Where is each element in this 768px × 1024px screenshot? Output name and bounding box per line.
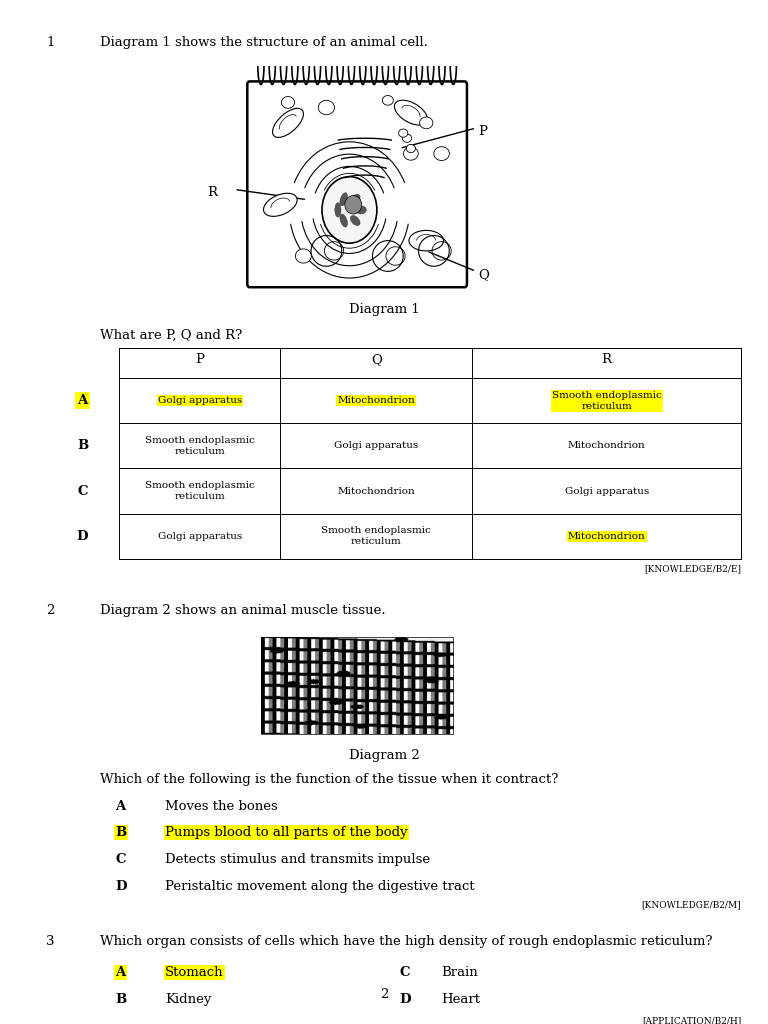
- Text: B: B: [115, 826, 127, 840]
- Text: C: C: [78, 484, 88, 498]
- Text: Diagram 1 shows the structure of an animal cell.: Diagram 1 shows the structure of an anim…: [100, 36, 428, 49]
- Ellipse shape: [296, 249, 311, 263]
- Text: Which of the following is the function of the tissue when it contract?: Which of the following is the function o…: [100, 773, 558, 786]
- Text: D: D: [77, 529, 88, 543]
- Text: Stomach: Stomach: [165, 966, 223, 979]
- Text: Pumps blood to all parts of the body: Pumps blood to all parts of the body: [165, 826, 408, 840]
- Ellipse shape: [356, 206, 366, 214]
- Text: Smooth endoplasmic
reticulum: Smooth endoplasmic reticulum: [552, 391, 661, 411]
- Text: Smooth endoplasmic
reticulum: Smooth endoplasmic reticulum: [145, 481, 254, 501]
- Ellipse shape: [399, 129, 408, 137]
- Text: Golgi apparatus: Golgi apparatus: [564, 486, 649, 496]
- Text: [KNOWLEDGE/B2/M]: [KNOWLEDGE/B2/M]: [641, 900, 741, 909]
- Text: Moves the bones: Moves the bones: [165, 800, 278, 813]
- Ellipse shape: [317, 99, 336, 116]
- Text: Detects stimulus and transmits impulse: Detects stimulus and transmits impulse: [165, 853, 430, 866]
- Ellipse shape: [335, 203, 341, 217]
- Text: Brain: Brain: [442, 966, 478, 979]
- Text: B: B: [115, 993, 127, 1007]
- Text: 2: 2: [380, 988, 388, 1001]
- Ellipse shape: [406, 144, 415, 153]
- Ellipse shape: [402, 134, 412, 142]
- Text: A: A: [115, 966, 125, 979]
- Text: [APPLICATION/B2/H]: [APPLICATION/B2/H]: [642, 1016, 741, 1024]
- Text: Q: Q: [371, 353, 382, 366]
- Ellipse shape: [263, 194, 297, 216]
- Text: Q: Q: [478, 268, 489, 282]
- Text: C: C: [399, 966, 410, 979]
- Text: Mitochondrion: Mitochondrion: [568, 531, 646, 541]
- Text: R: R: [601, 353, 612, 366]
- Text: Diagram 1: Diagram 1: [349, 303, 419, 315]
- Text: Smooth endoplasmic
reticulum: Smooth endoplasmic reticulum: [322, 526, 431, 546]
- Ellipse shape: [435, 147, 449, 160]
- Text: D: D: [115, 880, 127, 893]
- Text: 3: 3: [46, 935, 55, 948]
- Ellipse shape: [273, 109, 303, 137]
- Text: Golgi apparatus: Golgi apparatus: [157, 396, 242, 406]
- Text: R: R: [207, 186, 217, 200]
- Ellipse shape: [409, 230, 443, 251]
- Text: [KNOWLEDGE/B2/E]: [KNOWLEDGE/B2/E]: [644, 565, 741, 573]
- Text: P: P: [478, 125, 488, 138]
- Ellipse shape: [381, 94, 395, 106]
- Text: A: A: [78, 394, 88, 408]
- Text: Mitochondrion: Mitochondrion: [568, 441, 646, 451]
- Ellipse shape: [345, 196, 362, 214]
- Text: 2: 2: [46, 604, 55, 616]
- Text: Golgi apparatus: Golgi apparatus: [334, 441, 419, 451]
- Ellipse shape: [350, 215, 360, 225]
- Ellipse shape: [322, 177, 377, 244]
- Text: Mitochondrion: Mitochondrion: [337, 486, 415, 496]
- Text: Diagram 2: Diagram 2: [349, 749, 419, 762]
- Ellipse shape: [340, 193, 347, 206]
- Text: P: P: [195, 353, 204, 366]
- Ellipse shape: [278, 93, 298, 112]
- Bar: [261, 637, 453, 734]
- Text: C: C: [115, 853, 126, 866]
- Text: Peristaltic movement along the digestive tract: Peristaltic movement along the digestive…: [165, 880, 475, 893]
- Text: Which organ consists of cells which have the high density of rough endoplasmic r: Which organ consists of cells which have…: [100, 935, 713, 948]
- Text: What are P, Q and R?: What are P, Q and R?: [100, 330, 242, 342]
- Text: 1: 1: [46, 36, 55, 49]
- Text: Kidney: Kidney: [165, 993, 211, 1007]
- Ellipse shape: [406, 150, 416, 158]
- Text: Heart: Heart: [442, 993, 481, 1007]
- Text: D: D: [399, 993, 411, 1007]
- Text: B: B: [77, 439, 88, 453]
- FancyBboxPatch shape: [247, 82, 467, 288]
- Text: Diagram 2 shows an animal muscle tissue.: Diagram 2 shows an animal muscle tissue.: [100, 604, 386, 616]
- Ellipse shape: [340, 214, 347, 227]
- Text: Golgi apparatus: Golgi apparatus: [157, 531, 242, 541]
- Ellipse shape: [395, 100, 427, 125]
- Text: A: A: [115, 800, 125, 813]
- Ellipse shape: [350, 195, 360, 205]
- Text: Mitochondrion: Mitochondrion: [337, 396, 415, 406]
- Text: Smooth endoplasmic
reticulum: Smooth endoplasmic reticulum: [145, 436, 254, 456]
- Ellipse shape: [421, 118, 432, 128]
